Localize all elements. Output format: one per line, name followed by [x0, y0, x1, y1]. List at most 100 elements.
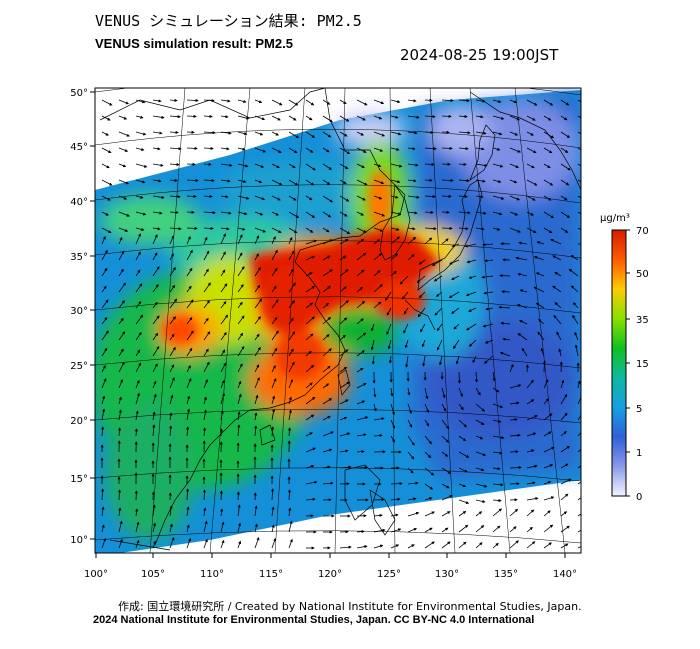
wind-arrow: [186, 506, 190, 517]
wind-arrow: [399, 275, 409, 285]
wind-arrow: [322, 334, 330, 341]
wind-arrow: [305, 316, 316, 325]
wind-arrow: [543, 524, 554, 533]
wind-arrow: [288, 236, 293, 245]
wind-arrow: [339, 255, 347, 261]
wind-arrow: [203, 131, 216, 135]
wind-arrow: [492, 115, 505, 120]
wind-arrow: [475, 419, 485, 425]
wind-arrow: [441, 403, 447, 412]
wind-arrow: [577, 211, 581, 215]
wind-arrow: [339, 416, 348, 421]
wind-arrow: [339, 227, 351, 235]
colorbar-ticks: 70 50 35 15 5 1 0: [626, 226, 649, 503]
wind-arrow: [451, 243, 460, 248]
wind-arrow: [543, 179, 554, 186]
wind-arrow: [288, 507, 292, 517]
wind-arrow: [552, 255, 562, 261]
wind-arrow: [339, 317, 348, 325]
wind-arrow: [390, 115, 399, 119]
wind-arrow: [509, 179, 518, 184]
wind-arrow: [455, 355, 460, 365]
wind-arrow: [135, 233, 141, 245]
wind-arrow: [370, 339, 375, 351]
wind-arrow: [458, 387, 463, 398]
wind-arrow: [254, 227, 267, 233]
wind-arrow: [453, 323, 460, 330]
wind-arrow: [169, 505, 173, 517]
wind-arrow: [373, 115, 383, 120]
wind-arrow: [509, 450, 519, 454]
wind-arrow: [373, 195, 383, 200]
wind-arrow: [466, 259, 477, 264]
wind-arrow: [237, 99, 247, 103]
wind-arrow: [117, 489, 122, 501]
wind-arrow: [152, 380, 157, 389]
wind-arrow: [101, 285, 107, 293]
wind-arrow: [458, 541, 467, 549]
wind-arrow: [373, 387, 377, 398]
wind-arrow: [339, 545, 352, 549]
wind-arrow: [390, 387, 394, 397]
wind-arrow: [475, 227, 485, 231]
wind-arrow: [356, 179, 368, 186]
wind-arrow: [271, 267, 278, 277]
wind-arrow: [424, 435, 432, 445]
wind-arrow: [100, 488, 105, 501]
wind-arrow: [169, 266, 176, 277]
wind-arrow: [135, 179, 146, 184]
wind-arrow: [135, 99, 146, 104]
wind-arrow: [543, 480, 552, 485]
wind-arrow: [203, 211, 216, 215]
wind-arrow: [152, 179, 162, 183]
wind-arrow: [220, 362, 227, 373]
wind-arrow: [271, 99, 283, 106]
wind-arrow: [465, 291, 477, 297]
wind-arrow: [151, 491, 155, 501]
wind-arrow: [152, 147, 161, 151]
wind-arrow: [543, 379, 549, 389]
wind-arrow: [288, 115, 297, 121]
wind-arrow: [203, 409, 207, 421]
wind-arrow: [237, 266, 245, 277]
wind-arrow: [220, 379, 225, 389]
wind-arrow: [458, 211, 471, 215]
wind-arrow: [118, 282, 126, 293]
wind-arrow: [169, 130, 179, 135]
wind-arrow: [560, 463, 569, 469]
wind-arrow: [186, 114, 197, 118]
wind-arrow: [390, 513, 399, 517]
wind-arrow: [203, 194, 213, 199]
wind-arrow: [220, 99, 231, 103]
wind-arrow: [271, 377, 277, 389]
wind-arrow: [118, 163, 127, 168]
wind-arrow: [186, 330, 194, 341]
wind-arrow: [237, 227, 246, 231]
wind-arrow: [438, 355, 443, 366]
wind-arrow: [560, 430, 567, 437]
wind-arrow: [475, 511, 483, 517]
wind-arrow: [483, 291, 494, 295]
wind-arrow: [270, 488, 275, 501]
wind-arrow: [538, 318, 545, 325]
wind-arrow: [509, 363, 514, 373]
wind-arrow: [271, 506, 275, 517]
wind-arrow: [543, 446, 555, 453]
wind-arrow: [220, 233, 226, 245]
wind-arrow: [339, 115, 350, 122]
wind-arrow: [424, 130, 434, 135]
wind-arrow: [373, 301, 382, 309]
wind-arrow: [305, 396, 316, 405]
wind-arrow: [237, 211, 248, 216]
wind-arrow: [390, 179, 401, 184]
wind-arrow: [441, 527, 449, 533]
wind-arrow: [356, 332, 367, 341]
wind-arrow: [441, 194, 452, 198]
wind-arrow: [560, 511, 568, 517]
wind-arrow: [492, 371, 496, 382]
wind-arrow: [407, 99, 417, 103]
wind-arrow: [373, 270, 381, 277]
wind-arrow: [169, 235, 175, 245]
wind-arrow: [418, 291, 426, 299]
